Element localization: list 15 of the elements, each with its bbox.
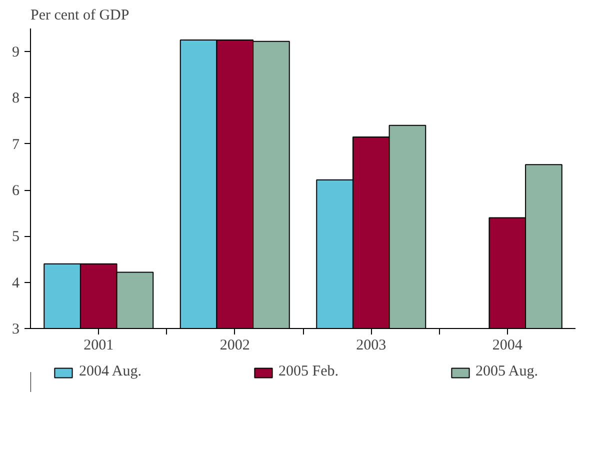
y-tick-label: 6 [12, 183, 20, 200]
y-tick-label: 9 [12, 44, 20, 61]
legend-label: 2004 Aug. [78, 364, 142, 380]
legend-label: 2005 Feb. [278, 364, 338, 380]
y-axis-title: Per cent of GDP [30, 8, 130, 24]
y-tick-label: 7 [12, 136, 20, 153]
y-tick-label: 5 [12, 229, 20, 246]
x-tick-label: 2004 [492, 338, 523, 354]
x-tick-label: 2002 [220, 338, 250, 354]
y-tick-label: 8 [12, 90, 20, 107]
x-tick-label: 2003 [356, 338, 386, 354]
y-tick-label: 3 [12, 322, 20, 338]
y-tick-label: 4 [12, 275, 20, 292]
legend-label: 2005 Aug. [476, 364, 538, 380]
x-tick-label: 2001 [84, 338, 114, 354]
